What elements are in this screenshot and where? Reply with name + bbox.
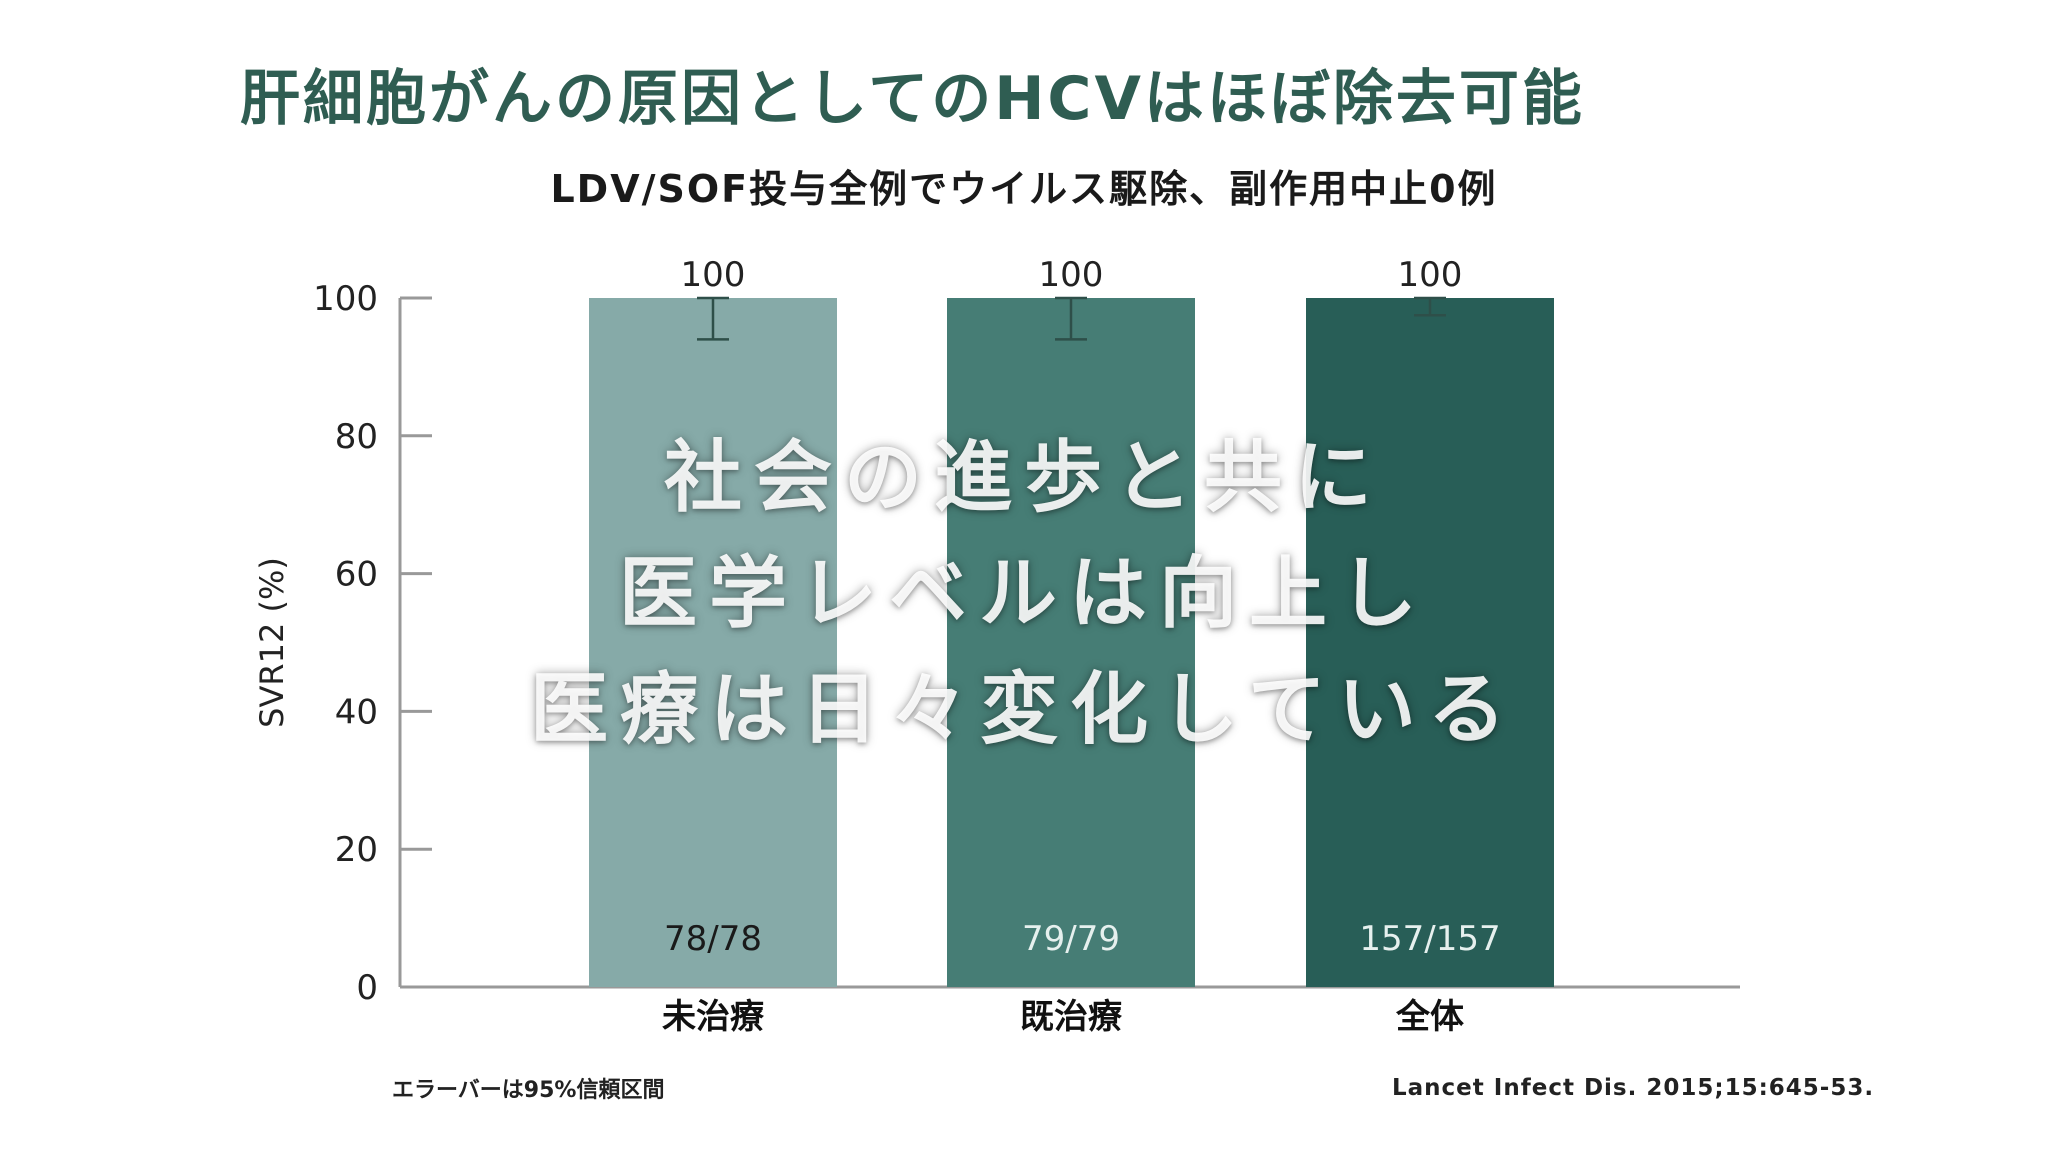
y-tick-label: 40 [335,692,378,732]
overlay-caption: 社会の進歩と共に 医学レベルは向上し 医療は日々変化している [0,420,2048,768]
bar-count-label: 78/78 [664,919,762,959]
overlay-line-1: 社会の進歩と共に [663,433,1384,523]
bar-count-label: 79/79 [1022,919,1120,959]
bar-value-label: 100 [1398,255,1463,295]
citation: Lancet Infect Dis. 2015;15:645-53. [1392,1075,1875,1101]
y-tick-label: 0 [356,968,378,1008]
bar-1 [589,298,837,987]
overlay-line-2: 医学レベルは向上し [618,549,1429,639]
chart-subtitle: LDV/SOF投与全例でウイルス駆除、副作用中止0例 [550,167,1498,211]
bar-value-label: 100 [1039,255,1104,295]
y-tick-label: 80 [335,417,378,457]
category-label: 全体 [1395,997,1464,1037]
bar-2 [947,298,1195,987]
bar-value-label: 100 [681,255,746,295]
y-tick-label: 20 [335,830,378,870]
error-bar-note: エラーバーは95%信頼区間 [392,1078,665,1103]
bar-3 [1306,298,1554,987]
y-tick-label: 60 [335,555,378,595]
category-label: 既治療 [1020,997,1123,1037]
page-title: 肝細胞がんの原因としてのHCVはほぼ除去可能 [240,64,1585,134]
y-tick-label: 100 [313,279,378,319]
bar-count-label: 157/157 [1359,919,1500,959]
overlay-line-3: 医療は日々変化している [530,665,1518,755]
category-label: 未治療 [662,997,765,1037]
y-axis-label: SVR12 (%) [253,557,291,728]
